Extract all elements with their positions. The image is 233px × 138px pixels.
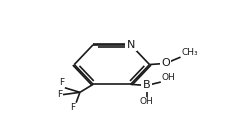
- Text: F: F: [59, 78, 64, 87]
- Text: N: N: [127, 40, 135, 50]
- Text: OH: OH: [140, 97, 154, 107]
- Text: CH₃: CH₃: [182, 48, 198, 57]
- Text: B: B: [143, 80, 151, 91]
- Text: O: O: [161, 58, 170, 68]
- Text: OH: OH: [161, 73, 175, 82]
- Text: F: F: [70, 103, 75, 112]
- Text: F: F: [57, 90, 62, 99]
